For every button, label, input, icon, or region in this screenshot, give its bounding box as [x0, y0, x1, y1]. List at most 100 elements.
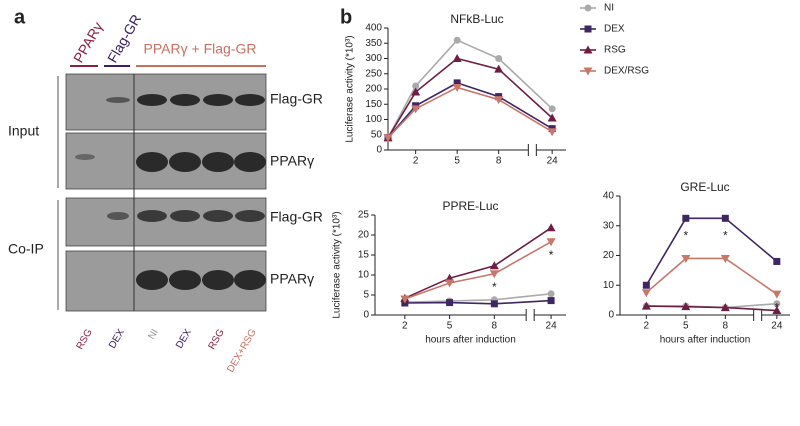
- marker: [772, 306, 782, 315]
- band-label: Flag-GR: [270, 209, 323, 225]
- marker: [411, 87, 421, 96]
- y-tick-label: 50: [371, 129, 383, 140]
- band-label: PPARγ: [270, 153, 314, 169]
- marker: [773, 300, 781, 308]
- y-tick-label: 10: [603, 280, 615, 291]
- marker: [681, 254, 691, 263]
- panel-label: b: [340, 6, 352, 28]
- marker: [453, 36, 461, 44]
- marker: [584, 25, 592, 33]
- band-label: Flag-GR: [270, 91, 323, 107]
- y-tick-label: 0: [376, 145, 382, 156]
- x-tick-label: 5: [447, 321, 453, 332]
- marker: [495, 55, 503, 62]
- y-tick-label: 20: [603, 250, 615, 261]
- blot: [65, 197, 267, 247]
- chart-title: PPRE-Luc: [442, 199, 498, 213]
- legend-label: DEX/RSG: [604, 66, 649, 77]
- annotation: *: [723, 229, 728, 243]
- marker: [445, 279, 455, 288]
- marker: [453, 79, 461, 87]
- x-axis-label: hours after induction: [425, 335, 516, 346]
- marker: [547, 290, 555, 298]
- marker: [494, 96, 504, 105]
- y-tick-label: 40: [603, 191, 615, 202]
- series-line: [404, 241, 552, 300]
- marker: [773, 257, 781, 265]
- marker: [400, 295, 410, 304]
- lane-label: RSG: [207, 327, 227, 351]
- x-tick-label: 8: [496, 156, 502, 167]
- x-tick-label: 2: [413, 156, 419, 167]
- series-line: [404, 293, 552, 303]
- lane-label: DEX+RSG: [225, 327, 259, 374]
- annotation: *: [492, 280, 497, 294]
- y-tick-label: 0: [363, 310, 369, 321]
- series-line: [645, 257, 778, 295]
- annotation: *: [549, 248, 554, 262]
- y-tick-label: 350: [365, 38, 382, 49]
- y-tick-label: 400: [365, 23, 382, 34]
- panel-label: a: [14, 6, 26, 28]
- marker: [446, 299, 454, 307]
- band-label: PPARγ: [270, 271, 314, 287]
- x-tick-label: 8: [492, 321, 498, 332]
- header: PPARγ + Flag-GR: [144, 41, 257, 57]
- marker: [547, 297, 555, 305]
- marker: [546, 238, 556, 247]
- marker: [411, 105, 421, 114]
- marker: [490, 300, 498, 308]
- chart-title: NFkB-Luc: [450, 12, 503, 26]
- row-label: Input: [8, 123, 39, 139]
- marker: [547, 113, 557, 122]
- legend-label: DEX: [604, 24, 625, 35]
- x-tick-label: 5: [454, 156, 460, 167]
- marker: [412, 82, 420, 90]
- marker: [772, 290, 782, 299]
- series-line: [404, 299, 552, 305]
- x-tick-label: 24: [547, 156, 559, 167]
- lane-label: NI: [146, 327, 161, 341]
- row-label: Co-IP: [8, 241, 44, 257]
- y-axis-label: Luciferase activity (*10³): [345, 35, 356, 142]
- marker: [641, 289, 651, 298]
- series-line: [646, 305, 777, 312]
- marker: [583, 67, 593, 76]
- lane-label: DEX: [107, 327, 127, 351]
- marker: [494, 64, 504, 73]
- y-tick-label: 0: [608, 310, 614, 321]
- marker: [584, 4, 592, 12]
- legend-label: NI: [604, 3, 614, 14]
- marker: [641, 301, 651, 310]
- annotation: *: [683, 229, 688, 243]
- series-line: [387, 39, 553, 139]
- marker: [681, 302, 691, 311]
- marker: [548, 105, 556, 113]
- y-tick-label: 25: [358, 210, 370, 221]
- marker: [452, 83, 462, 92]
- marker: [547, 128, 557, 137]
- y-tick-label: 100: [365, 114, 382, 125]
- x-tick-label: 8: [723, 321, 729, 332]
- marker: [682, 214, 690, 222]
- bands: [75, 94, 266, 290]
- header: Flag-GR: [104, 12, 144, 66]
- x-tick-label: 24: [771, 321, 783, 332]
- y-tick-label: 20: [358, 230, 370, 241]
- marker: [489, 270, 499, 279]
- chart-title: GRE-Luc: [680, 180, 729, 194]
- y-tick-label: 30: [603, 220, 615, 231]
- series-line: [404, 227, 552, 299]
- series-line: [645, 217, 778, 286]
- y-tick-label: 200: [365, 84, 382, 95]
- y-tick-label: 250: [365, 68, 382, 79]
- lane-label: DEX: [174, 327, 194, 351]
- y-tick-label: 300: [365, 53, 382, 64]
- y-tick-label: 150: [365, 99, 382, 110]
- marker: [383, 134, 393, 143]
- marker: [452, 54, 462, 62]
- x-tick-label: 5: [683, 321, 689, 332]
- marker: [489, 261, 499, 270]
